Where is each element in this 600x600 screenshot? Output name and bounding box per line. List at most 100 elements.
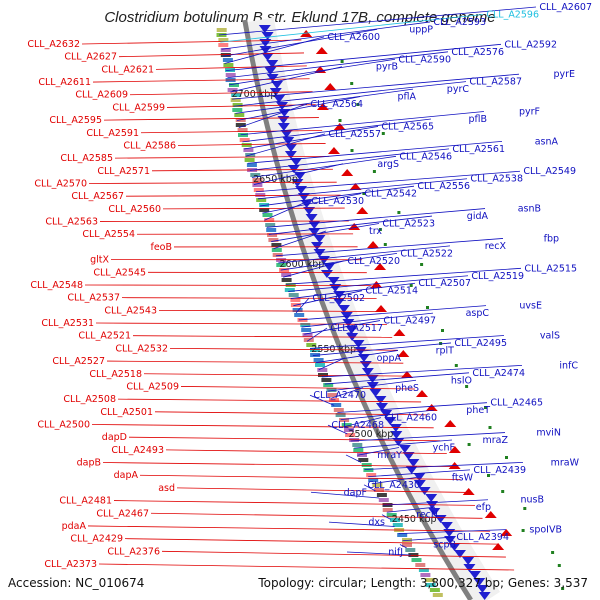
reverse-gene-arrow <box>261 53 274 61</box>
gene-label-left: CLL_A2527 <box>52 356 105 367</box>
reverse-gene-arrow <box>258 25 271 33</box>
gene-label-right: rplT <box>436 345 455 356</box>
gc-marker <box>487 474 490 477</box>
gc-marker <box>484 406 487 409</box>
leader-line-right <box>309 394 335 406</box>
gene-label-left: CLL_A2467 <box>96 508 149 519</box>
feature-block <box>374 488 384 492</box>
reverse-gene-arrow <box>345 326 358 334</box>
gene-label-left: CLL_A2611 <box>38 77 91 88</box>
reverse-gene-arrow <box>264 67 277 75</box>
gene-label-left: CLL_A2373 <box>44 559 97 570</box>
forward-gene-arrow <box>315 47 328 54</box>
leader-line-left <box>125 194 341 197</box>
leader-line-right <box>328 521 395 527</box>
feature-block <box>264 218 275 222</box>
gene-label-right: CLL_A2517 <box>330 323 383 334</box>
feature-block <box>429 588 440 592</box>
feature-block <box>241 143 252 147</box>
feature-block <box>216 28 227 32</box>
leader-line-left <box>92 78 310 83</box>
leader-line-right <box>304 320 381 335</box>
gene-label-right: pheS <box>395 383 419 394</box>
gene-label-left: CLL_A2599 <box>112 102 165 113</box>
feature-block <box>408 553 419 557</box>
feature-block <box>271 248 282 252</box>
leader-line-right <box>337 402 488 413</box>
feature-block <box>378 498 389 502</box>
feature-block <box>222 58 233 62</box>
leader-line-right <box>268 215 433 235</box>
gene-label-left: asd <box>158 483 175 494</box>
feature-block <box>234 113 245 117</box>
feature-block <box>288 293 299 297</box>
gene-label-right: recN <box>416 510 438 521</box>
leader-line-right <box>346 551 411 556</box>
leader-line-right <box>218 6 537 36</box>
leader-line-left <box>154 411 428 416</box>
leader-line-right <box>221 21 431 50</box>
gene-label-left: CLL_A2545 <box>93 267 146 278</box>
gene-label-right: aspC <box>466 308 490 319</box>
leader-line-left <box>169 347 398 351</box>
gc-marker <box>350 149 354 152</box>
leader-line-left <box>140 130 323 134</box>
feature-block <box>386 513 397 517</box>
feature-block <box>230 98 241 102</box>
feature-block <box>323 383 334 387</box>
gc-marker <box>505 456 508 459</box>
gc-marker <box>350 82 354 85</box>
leader-line-left <box>128 436 441 442</box>
gene-label-right: CLL_A2592 <box>504 39 557 50</box>
feature-block <box>232 103 243 107</box>
gene-label-left: CLL_A2567 <box>71 191 124 202</box>
feature-block <box>301 328 312 332</box>
feature-block <box>302 333 313 337</box>
leader-line-right <box>309 335 505 349</box>
gene-label-right: CLL_A2507 <box>418 278 471 289</box>
leader-line-right <box>382 499 489 506</box>
leader-line-right <box>288 275 469 292</box>
gene-label-right: CLL_A2520 <box>347 256 400 267</box>
feature-block <box>331 403 342 407</box>
feature-block <box>268 238 279 242</box>
forward-gene-arrow <box>393 329 406 336</box>
forward-gene-arrow <box>425 404 438 411</box>
feature-block <box>281 278 292 282</box>
reverse-gene-arrow <box>303 207 316 215</box>
leader-line-left <box>162 207 345 210</box>
gene-label-right: CLL_A2430 <box>367 480 420 491</box>
feature-block <box>300 323 311 327</box>
gc-marker <box>439 342 443 345</box>
gene-label-right: valS <box>540 330 560 341</box>
feature-block <box>227 88 238 92</box>
leader-line-right <box>242 118 432 143</box>
reverse-gene-arrow <box>280 130 293 138</box>
feature-block <box>376 493 387 497</box>
feature-block <box>402 543 412 547</box>
feature-block <box>244 158 255 162</box>
reverse-gene-arrow <box>369 389 382 397</box>
feature-block <box>229 83 239 87</box>
forward-gene-arrow <box>367 241 380 248</box>
gene-label-right: CLL_A2565 <box>381 121 434 132</box>
gc-marker <box>523 507 527 510</box>
leader-line-right <box>321 364 523 378</box>
feature-block <box>223 63 234 67</box>
leader-line-right <box>327 379 417 392</box>
gene-label-right: CLL_A2468 <box>331 420 384 431</box>
leader-line-right <box>340 409 435 421</box>
feature-block <box>306 343 317 347</box>
gene-label-left: CLL_A2585 <box>60 153 113 164</box>
gene-label-right: mraY <box>377 450 402 461</box>
leader-line-left <box>150 512 483 519</box>
gene-label-left: CLL_A2627 <box>64 52 117 63</box>
genome-summary-label: Topology: circular; Length: 3,800,327 bp… <box>258 576 588 590</box>
reverse-gene-arrow <box>390 431 403 439</box>
reverse-gene-arrow <box>413 480 426 488</box>
reverse-gene-arrow <box>434 515 447 523</box>
gene-label-right: scpB <box>433 540 456 551</box>
feature-block <box>353 448 364 452</box>
reverse-gene-arrow <box>271 81 284 89</box>
gene-label-right: pyrE <box>553 69 575 80</box>
